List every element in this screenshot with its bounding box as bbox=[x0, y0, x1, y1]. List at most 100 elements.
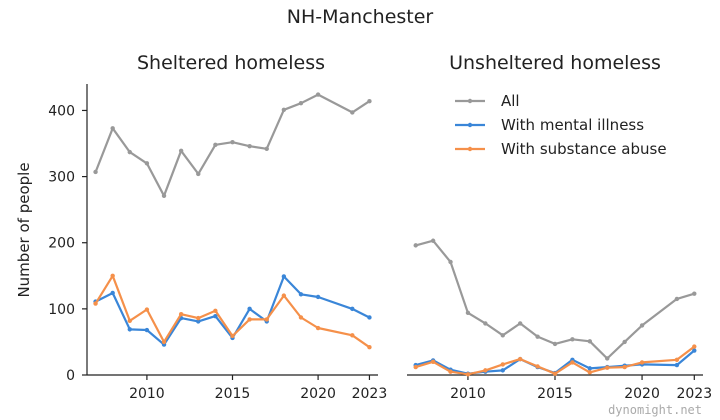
legend-item: With substance abuse bbox=[455, 140, 667, 158]
y-tick-label: 200 bbox=[48, 236, 75, 252]
x-tick-label: 2010 bbox=[129, 386, 165, 402]
panel-unsheltered: Unsheltered homeless 2010 2015 2020 2023 bbox=[407, 52, 712, 402]
data-point-all bbox=[230, 140, 235, 145]
data-point-with-mental-illness bbox=[127, 327, 132, 332]
data-point-with-mental-illness bbox=[350, 306, 355, 312]
series-line-all bbox=[94, 93, 371, 197]
data-point-with-substance-abuse bbox=[692, 344, 697, 349]
data-point-with-substance-abuse bbox=[247, 317, 252, 322]
data-point-with-substance-abuse bbox=[213, 308, 218, 314]
series-line-with-substance-abuse bbox=[415, 345, 695, 376]
data-point-all bbox=[465, 310, 471, 316]
data-point-all bbox=[430, 238, 436, 243]
data-point-all bbox=[178, 148, 184, 153]
panel-title: Sheltered homeless bbox=[137, 52, 325, 74]
data-point-with-mental-illness bbox=[247, 306, 252, 312]
data-point-with-substance-abuse bbox=[639, 360, 645, 365]
data-point-with-mental-illness bbox=[213, 313, 218, 319]
data-point-with-substance-abuse bbox=[622, 364, 627, 370]
data-point-with-substance-abuse bbox=[465, 372, 471, 377]
legend-marker bbox=[467, 122, 473, 128]
data-point-with-mental-illness bbox=[281, 274, 287, 279]
y-tick-label: 0 bbox=[66, 368, 75, 384]
legend-marker bbox=[467, 98, 473, 104]
data-point-with-substance-abuse bbox=[178, 311, 184, 317]
suptitle: NH-Manchester bbox=[287, 6, 434, 28]
data-point-with-substance-abuse bbox=[552, 371, 558, 376]
data-point-all bbox=[535, 334, 540, 339]
data-point-all bbox=[639, 323, 645, 328]
legend-label: With substance abuse bbox=[501, 140, 667, 158]
data-point-with-substance-abuse bbox=[93, 301, 98, 306]
data-point-with-substance-abuse bbox=[196, 315, 201, 321]
data-point-with-substance-abuse bbox=[448, 369, 453, 374]
y-axis-label: Number of people bbox=[15, 162, 33, 297]
data-point-with-substance-abuse bbox=[674, 357, 680, 362]
y-tick-label: 400 bbox=[48, 103, 75, 119]
data-point-all bbox=[213, 142, 218, 148]
data-point-with-substance-abuse bbox=[367, 345, 372, 350]
data-point-with-mental-illness bbox=[674, 362, 680, 368]
data-point-with-substance-abuse bbox=[110, 273, 115, 278]
data-point-with-substance-abuse bbox=[350, 333, 355, 338]
data-point-with-substance-abuse bbox=[483, 368, 488, 373]
data-point-all bbox=[605, 356, 610, 361]
panel-sheltered: Sheltered homeless 2010 2015 2020 2023 0 100 20… bbox=[48, 52, 387, 402]
x-tick-label: 2023 bbox=[676, 386, 712, 402]
data-point-with-substance-abuse bbox=[570, 360, 575, 365]
data-point-with-substance-abuse bbox=[430, 359, 436, 364]
data-point-with-substance-abuse bbox=[144, 307, 150, 312]
data-point-with-substance-abuse bbox=[161, 339, 167, 345]
data-point-all bbox=[127, 149, 132, 155]
data-point-with-mental-illness bbox=[692, 348, 697, 353]
data-point-all bbox=[483, 321, 488, 326]
x-tick-label: 2023 bbox=[352, 386, 388, 402]
data-point-all bbox=[517, 321, 523, 326]
series-line-with-mental-illness bbox=[95, 275, 370, 346]
data-point-all bbox=[110, 126, 115, 131]
data-point-all bbox=[281, 107, 287, 112]
data-point-with-substance-abuse bbox=[281, 293, 287, 298]
watermark: dynomight.net bbox=[608, 403, 702, 417]
data-point-with-substance-abuse bbox=[264, 317, 269, 322]
data-point-all bbox=[692, 291, 697, 296]
data-point-all bbox=[350, 110, 355, 115]
data-point-all bbox=[264, 146, 269, 152]
panels: Sheltered homeless 2010 2015 2020 2023 0 100 20… bbox=[48, 52, 712, 402]
series-line-all bbox=[415, 239, 695, 360]
data-point-with-substance-abuse bbox=[298, 315, 304, 320]
data-point-with-mental-illness bbox=[500, 368, 505, 373]
data-point-with-mental-illness bbox=[110, 290, 115, 296]
data-point-all bbox=[413, 243, 418, 248]
data-point-all bbox=[622, 339, 627, 345]
data-point-with-mental-illness bbox=[196, 319, 201, 324]
data-point-with-mental-illness bbox=[315, 294, 321, 300]
data-point-with-mental-illness bbox=[367, 315, 372, 320]
data-point-with-substance-abuse bbox=[535, 364, 540, 369]
legend-item: With mental illness bbox=[455, 116, 644, 134]
data-point-with-substance-abuse bbox=[587, 370, 593, 375]
data-point-all bbox=[196, 171, 201, 177]
data-point-all bbox=[161, 193, 167, 198]
data-point-with-substance-abuse bbox=[230, 333, 235, 339]
data-point-all bbox=[674, 296, 680, 302]
data-point-with-mental-illness bbox=[144, 327, 150, 333]
data-point-all bbox=[315, 92, 321, 97]
data-point-all bbox=[587, 339, 593, 344]
data-point-all bbox=[367, 98, 372, 104]
legend-marker bbox=[467, 146, 473, 152]
data-point-with-substance-abuse bbox=[413, 364, 418, 370]
y-tick-label: 300 bbox=[48, 170, 75, 186]
x-tick-label: 2020 bbox=[300, 386, 336, 402]
data-point-with-substance-abuse bbox=[517, 356, 523, 362]
data-point-all bbox=[144, 161, 150, 166]
legend-label: With mental illness bbox=[501, 116, 644, 134]
data-point-with-substance-abuse bbox=[500, 362, 505, 367]
data-point-all bbox=[298, 100, 304, 106]
data-point-all bbox=[552, 341, 558, 347]
x-tick-label: 2020 bbox=[624, 386, 660, 402]
series-line-with-substance-abuse bbox=[94, 274, 371, 349]
x-tick-label: 2015 bbox=[215, 386, 251, 402]
legend-label: All bbox=[501, 92, 520, 110]
data-point-with-substance-abuse bbox=[605, 365, 610, 370]
